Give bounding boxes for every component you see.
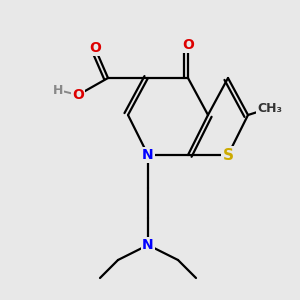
Text: O: O	[89, 41, 101, 55]
Text: S: S	[223, 148, 233, 163]
Text: N: N	[142, 148, 154, 162]
Text: O: O	[182, 38, 194, 52]
Text: H: H	[53, 83, 63, 97]
Text: N: N	[142, 238, 154, 252]
Text: O: O	[72, 88, 84, 102]
Text: CH₃: CH₃	[257, 101, 283, 115]
